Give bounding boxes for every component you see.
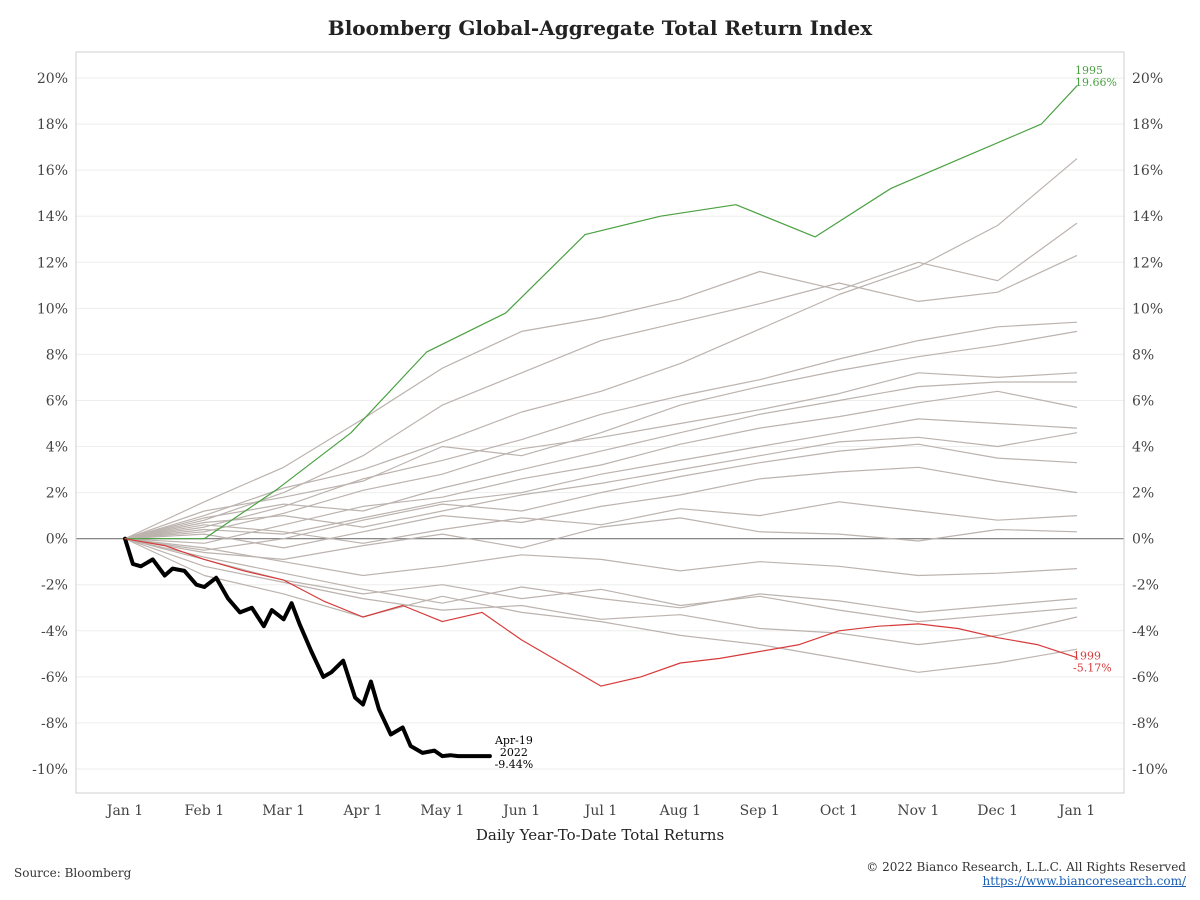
series-end-label-1999: 1999 -5.17% <box>1073 650 1112 675</box>
x-tick-label: Jan 1 <box>1057 803 1095 819</box>
y-tick-label-right: 0% <box>1132 532 1154 548</box>
x-tick-label: Aug 1 <box>659 803 701 819</box>
background-series-line <box>124 538 1078 623</box>
y-tick-label-left: -8% <box>41 716 68 732</box>
y-tick-label-left: -2% <box>41 578 68 594</box>
x-tick-label: Feb 1 <box>185 803 225 819</box>
series-line-1999 <box>124 538 1078 687</box>
y-tick-label-left: -10% <box>32 762 68 778</box>
y-tick-label-left: 12% <box>37 255 68 271</box>
background-series-line <box>124 501 1078 544</box>
background-series-line <box>124 418 1078 540</box>
y-tick-label-right: 16% <box>1132 163 1163 179</box>
y-tick-label-left: 0% <box>46 532 68 548</box>
background-series-line <box>124 538 1078 673</box>
plot-frame <box>75 51 1125 794</box>
background-series-line <box>124 538 1078 646</box>
y-tick-label-right: 18% <box>1132 117 1163 133</box>
series-end-label-1995: 1995 19.66% <box>1075 64 1117 89</box>
y-tick-label-left: 16% <box>37 163 68 179</box>
x-axis-title: Daily Year-To-Date Total Returns <box>476 826 724 844</box>
credit-block: © 2022 Bianco Research, L.L.C. All Right… <box>866 860 1186 888</box>
y-tick-label-right: -2% <box>1132 578 1159 594</box>
axes: 20% 20% 18% 18% 16% 16% 14% 14% 12% 12% 10% 10% 8% 8%… <box>32 51 1168 844</box>
x-tick-label: Dec 1 <box>977 803 1018 819</box>
y-tick-label-left: -6% <box>41 670 68 686</box>
background-series-line <box>124 330 1078 540</box>
background-series-line <box>124 538 1078 577</box>
y-tick-label-left: 20% <box>37 71 68 87</box>
background-series-line <box>124 158 1078 540</box>
y-tick-label-right: 14% <box>1132 209 1163 225</box>
y-tick-label-left: 10% <box>37 301 68 317</box>
chart-title: Bloomberg Global-Aggregate Total Return … <box>327 16 873 40</box>
x-tick-label: Jan 1 <box>105 803 143 819</box>
y-tick-label-right: 12% <box>1132 255 1163 271</box>
background-series-line <box>124 390 1078 544</box>
series-line-1995 <box>124 85 1078 540</box>
background-series-line <box>124 222 1078 540</box>
background-series-line <box>124 432 1078 540</box>
background-series-line <box>124 466 1078 549</box>
y-tick-label-left: -4% <box>41 624 68 640</box>
y-tick-label-left: 18% <box>37 117 68 133</box>
y-tick-label-left: 4% <box>46 440 68 456</box>
highlight-series <box>123 85 1078 759</box>
y-tick-label-right: -4% <box>1132 624 1159 640</box>
y-tick-label-right: -6% <box>1132 670 1159 686</box>
background-series <box>124 158 1078 673</box>
background-series-line <box>124 443 1078 551</box>
background-series-line <box>124 538 1078 614</box>
copyright-text: © 2022 Bianco Research, L.L.C. All Right… <box>866 860 1186 874</box>
background-series-line <box>124 372 1078 540</box>
y-tick-label-right: 4% <box>1132 440 1154 456</box>
background-series-line <box>124 517 1078 561</box>
y-tick-label-left: 8% <box>46 347 68 363</box>
series-labels: Apr-19 2022 -9.44% 1995 19.66% 1999 -5.17% <box>494 64 1117 771</box>
source-note: Source: Bloomberg <box>14 866 132 880</box>
y-tick-label-right: -10% <box>1132 762 1168 778</box>
x-tick-label: Mar 1 <box>262 803 305 819</box>
x-tick-label: Sep 1 <box>740 803 780 819</box>
background-series-line <box>124 254 1078 540</box>
y-tick-label-right: -8% <box>1132 716 1159 732</box>
y-tick-label-left: 2% <box>46 486 68 502</box>
y-tick-label-right: 10% <box>1132 301 1163 317</box>
y-tick-label-right: 8% <box>1132 347 1154 363</box>
x-tick-label: Apr 1 <box>342 803 382 819</box>
x-tick-label: Oct 1 <box>820 803 858 819</box>
background-series-line <box>124 321 1078 540</box>
y-tick-label-right: 6% <box>1132 393 1154 409</box>
y-tick-label-right: 20% <box>1132 71 1163 87</box>
y-tick-label-left: 6% <box>46 393 68 409</box>
x-tick-label: Jul 1 <box>583 803 617 819</box>
y-tick-label-left: 14% <box>37 209 68 225</box>
series-line-2022 <box>123 536 492 759</box>
series-end-label-2022: Apr-19 2022 -9.44% <box>494 734 533 771</box>
grid <box>76 77 1124 770</box>
x-tick-label: Nov 1 <box>897 803 939 819</box>
x-tick-label: May 1 <box>420 803 464 819</box>
y-tick-label-right: 2% <box>1132 486 1154 502</box>
x-tick-label: Jun 1 <box>501 803 540 819</box>
website-link[interactable]: https://www.biancoresearch.com/ <box>982 874 1186 888</box>
background-series-line <box>124 381 1077 540</box>
